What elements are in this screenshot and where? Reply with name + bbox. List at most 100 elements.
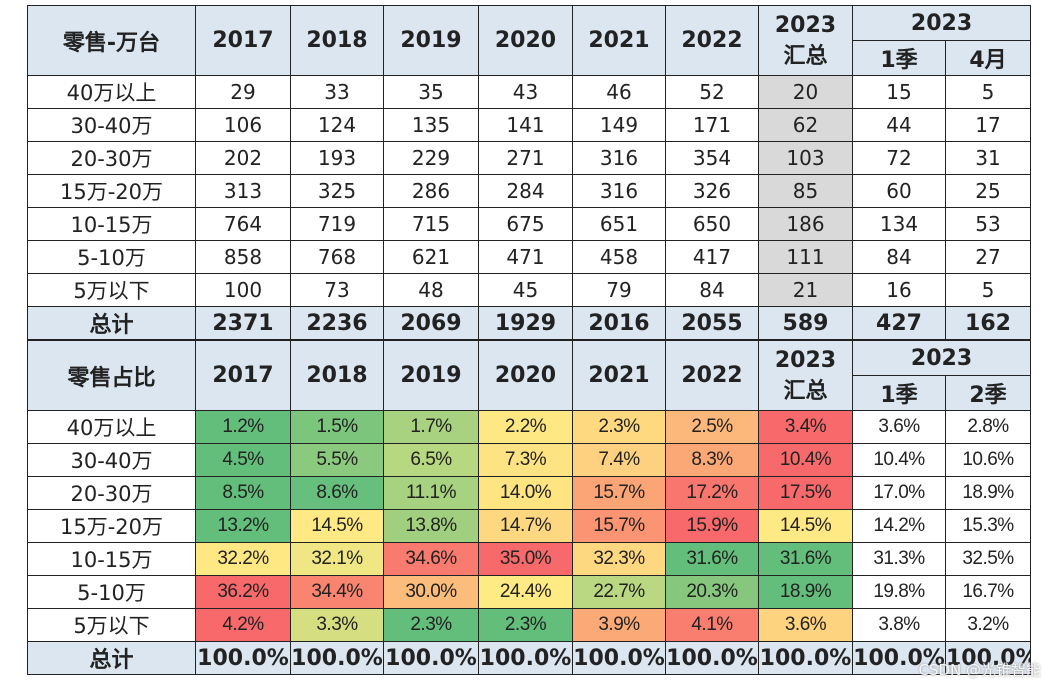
cell: 20.3%: [665, 575, 759, 609]
table-wrap: 零售-万台 2017 2018 2019 2020 2021 2022 2023 汇总 2023 1…: [27, 5, 1032, 675]
cell: 48: [383, 273, 479, 307]
header-year: 2021: [572, 5, 666, 76]
cell: 14.7%: [478, 509, 573, 543]
header-year: 2018: [290, 340, 384, 411]
header-year: 2022: [665, 5, 759, 76]
cell: 15.9%: [665, 509, 759, 543]
header-year: 2018: [290, 5, 384, 76]
cell: 13.2%: [195, 509, 291, 543]
header-sub: 4月: [944, 40, 1032, 76]
cell: 43: [478, 75, 573, 109]
cell: 7.3%: [478, 443, 573, 477]
header-summary: 2023 汇总: [758, 340, 853, 411]
cell: 5: [944, 273, 1032, 307]
cell: 25: [944, 174, 1032, 208]
cell: 20: [758, 75, 853, 109]
cell: 354: [665, 141, 759, 175]
cell: 1.2%: [195, 410, 291, 444]
data-row: 30-40万 106 124 135 141 149 171 62 44 17: [27, 108, 1032, 142]
cell: 229: [383, 141, 479, 175]
cell: 32.2%: [195, 542, 291, 576]
cell: 719: [290, 207, 384, 241]
cell: 8.5%: [195, 476, 291, 510]
data-row: 5万以下 4.2% 3.3% 2.3% 2.3% 3.9% 4.1% 3.6% 3.8% 3.2%: [27, 608, 1032, 642]
data-row: 15万-20万 13.2% 14.5% 13.8% 14.7% 15.7% 15.9% 14.…: [27, 509, 1032, 543]
cell: 171: [665, 108, 759, 142]
row-label: 5-10万: [27, 575, 196, 609]
cell: 100: [195, 273, 291, 307]
cell: 44: [852, 108, 946, 142]
cell: 60: [852, 174, 946, 208]
cell: 7.4%: [572, 443, 666, 477]
total-cell: 100.0%: [572, 641, 666, 675]
cell: 675: [478, 207, 573, 241]
cell: 271: [478, 141, 573, 175]
cell: 764: [195, 207, 291, 241]
cell: 31: [944, 141, 1032, 175]
cell: 3.6%: [852, 410, 946, 444]
total-cell: 2055: [665, 306, 759, 340]
cell: 316: [572, 174, 666, 208]
cell: 325: [290, 174, 384, 208]
total-cell: 100.0%: [944, 641, 1032, 675]
cell: 27: [944, 240, 1032, 274]
cell: 46: [572, 75, 666, 109]
cell: 141: [478, 108, 573, 142]
row-label: 10-15万: [27, 207, 196, 241]
cell: 34.6%: [383, 542, 479, 576]
row-label: 5-10万: [27, 240, 196, 274]
cell: 14.0%: [478, 476, 573, 510]
cell: 186: [758, 207, 853, 241]
header-year: 2022: [665, 340, 759, 411]
cell: 31.6%: [665, 542, 759, 576]
cell: 2.8%: [944, 410, 1032, 444]
cell: 19.8%: [852, 575, 946, 609]
header-year: 2021: [572, 340, 666, 411]
cell: 313: [195, 174, 291, 208]
header-sub: 1季: [852, 40, 946, 76]
header-year: 2019: [383, 5, 479, 76]
cell: 32.1%: [290, 542, 384, 576]
cell: 84: [852, 240, 946, 274]
cell: 149: [572, 108, 666, 142]
total-cell: 100.0%: [290, 641, 384, 675]
row-label: 30-40万: [27, 443, 196, 477]
data-row: 5-10万 858 768 621 471 458 417 111 84 27: [27, 240, 1032, 274]
cell: 17.0%: [852, 476, 946, 510]
data-row: 30-40万 4.5% 5.5% 6.5% 7.3% 7.4% 8.3% 10.4% 10.4%…: [27, 443, 1032, 477]
cell: 18.9%: [944, 476, 1032, 510]
cell: 35: [383, 75, 479, 109]
total-cell: 100.0%: [195, 641, 291, 675]
cell: 5: [944, 75, 1032, 109]
data-row: 5万以下 100 73 48 45 79 84 21 16 5: [27, 273, 1032, 307]
total-cell: 427: [852, 306, 946, 340]
row-label: 40万以上: [27, 410, 196, 444]
cell: 651: [572, 207, 666, 241]
cell: 15: [852, 75, 946, 109]
cell: 135: [383, 108, 479, 142]
summary-line: 2023: [774, 12, 837, 38]
cell: 2.5%: [665, 410, 759, 444]
cell: 286: [383, 174, 479, 208]
cell: 73: [290, 273, 384, 307]
cell: 326: [665, 174, 759, 208]
header-group: 2023: [851, 340, 1032, 376]
cell: 103: [758, 141, 853, 175]
total-row: 总计 100.0% 100.0% 100.0% 100.0% 100.0% 100.0% 10…: [27, 641, 1032, 675]
total-cell: 2069: [383, 306, 479, 340]
cell: 16: [852, 273, 946, 307]
cell: 471: [478, 240, 573, 274]
row-label: 15万-20万: [27, 174, 196, 208]
data-row: 15万-20万 313 325 286 284 316 326 85 60 25: [27, 174, 1032, 208]
cell: 134: [852, 207, 946, 241]
total-cell: 2236: [290, 306, 384, 340]
cell: 14.2%: [852, 509, 946, 543]
total-cell: 589: [758, 306, 853, 340]
row-label: 40万以上: [27, 75, 196, 109]
cell: 3.6%: [758, 608, 853, 642]
cell: 11.1%: [383, 476, 479, 510]
row-label: 5万以下: [27, 273, 196, 307]
cell: 79: [572, 273, 666, 307]
cell: 124: [290, 108, 384, 142]
cell: 3.9%: [572, 608, 666, 642]
